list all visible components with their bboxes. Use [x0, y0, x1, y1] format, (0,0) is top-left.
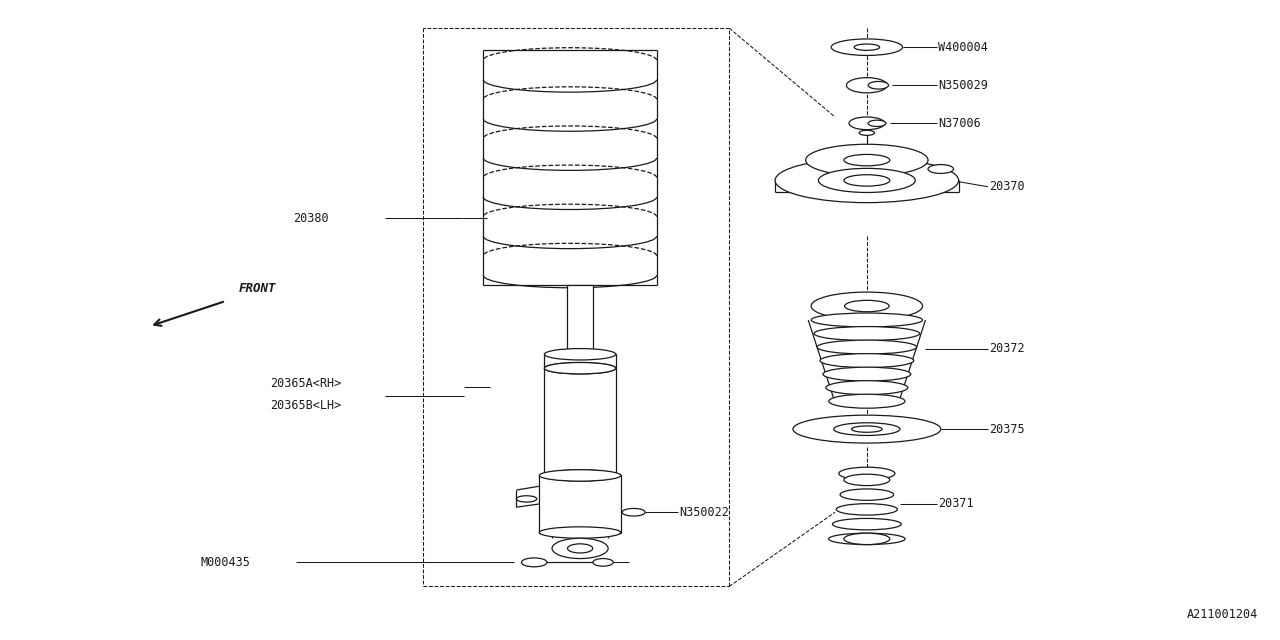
Ellipse shape	[846, 77, 887, 93]
Ellipse shape	[544, 362, 616, 374]
Text: FRONT: FRONT	[238, 282, 276, 294]
Ellipse shape	[539, 527, 621, 538]
Ellipse shape	[805, 144, 928, 176]
Text: W400004: W400004	[938, 41, 988, 54]
Ellipse shape	[845, 300, 890, 312]
Bar	[567, 285, 593, 361]
Ellipse shape	[817, 340, 916, 354]
Text: N350029: N350029	[938, 79, 988, 92]
Ellipse shape	[593, 559, 613, 566]
Ellipse shape	[812, 292, 923, 320]
Text: N350022: N350022	[680, 506, 730, 519]
Ellipse shape	[833, 423, 900, 435]
Ellipse shape	[544, 349, 616, 360]
Ellipse shape	[776, 158, 959, 203]
Ellipse shape	[792, 415, 941, 443]
Ellipse shape	[552, 538, 608, 559]
Ellipse shape	[544, 362, 616, 374]
Text: 20365B<LH>: 20365B<LH>	[270, 399, 342, 412]
Ellipse shape	[828, 394, 905, 408]
Ellipse shape	[521, 558, 547, 567]
Ellipse shape	[838, 467, 895, 480]
Text: 20370: 20370	[989, 180, 1025, 193]
Text: 20371: 20371	[938, 497, 974, 511]
Ellipse shape	[836, 504, 897, 515]
Ellipse shape	[840, 489, 893, 500]
Ellipse shape	[844, 154, 890, 166]
Ellipse shape	[849, 117, 884, 130]
Bar	[544, 355, 616, 368]
Ellipse shape	[622, 508, 645, 516]
Bar	[539, 476, 621, 532]
Ellipse shape	[844, 474, 890, 486]
Text: 20380: 20380	[293, 212, 329, 225]
Text: 20372: 20372	[989, 342, 1025, 355]
Ellipse shape	[812, 313, 923, 327]
Bar	[544, 368, 616, 476]
Ellipse shape	[818, 168, 915, 193]
Ellipse shape	[831, 39, 902, 56]
Ellipse shape	[844, 533, 890, 545]
Ellipse shape	[539, 470, 621, 481]
Ellipse shape	[820, 354, 914, 367]
Text: A211001204: A211001204	[1187, 609, 1258, 621]
Ellipse shape	[823, 367, 911, 381]
Text: 20375: 20375	[989, 422, 1025, 436]
Ellipse shape	[859, 131, 874, 136]
Ellipse shape	[832, 518, 901, 530]
Text: N37006: N37006	[938, 117, 980, 130]
Ellipse shape	[826, 381, 908, 395]
Ellipse shape	[928, 164, 954, 173]
Ellipse shape	[544, 470, 616, 481]
Ellipse shape	[868, 81, 888, 89]
Ellipse shape	[814, 326, 919, 340]
Ellipse shape	[516, 496, 536, 502]
Text: M000435: M000435	[200, 556, 250, 569]
Ellipse shape	[868, 120, 886, 127]
Ellipse shape	[828, 533, 905, 545]
Text: 20365A<RH>: 20365A<RH>	[270, 377, 342, 390]
